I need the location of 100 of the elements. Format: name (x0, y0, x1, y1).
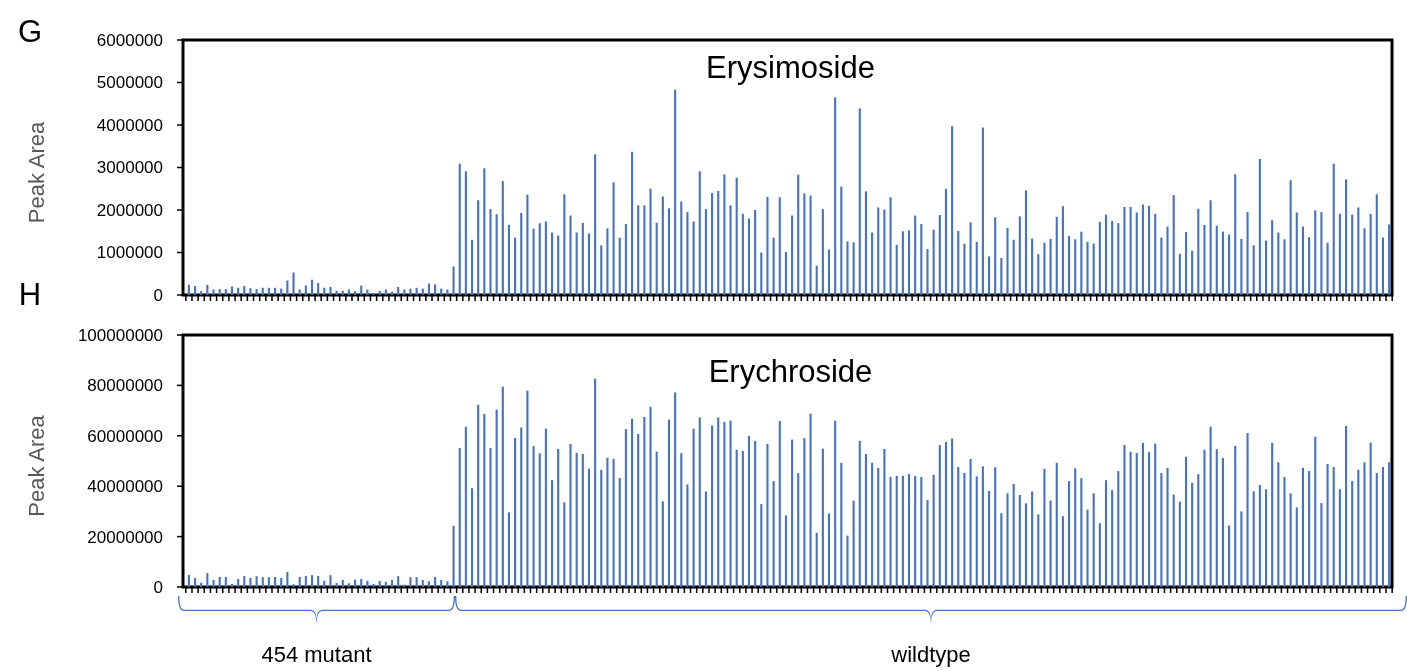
bar (212, 289, 215, 295)
bar (723, 421, 726, 587)
bar (637, 434, 640, 587)
bar (520, 427, 523, 587)
bar (526, 390, 529, 587)
bar (581, 453, 584, 587)
bar (711, 193, 714, 295)
bar (1123, 207, 1126, 295)
bar (1369, 442, 1372, 587)
bar (1055, 216, 1058, 295)
bar (230, 583, 234, 587)
bar (840, 462, 843, 587)
bar (1061, 516, 1064, 587)
y-axis-title: Peak Area (24, 414, 49, 517)
text: wildtype (890, 642, 971, 667)
bar (575, 232, 578, 295)
bar (569, 443, 572, 587)
bar (1283, 239, 1286, 295)
bar (477, 404, 480, 587)
bar (550, 480, 554, 587)
bar (606, 457, 609, 587)
bar (932, 474, 935, 587)
bar (735, 449, 738, 587)
bar (698, 417, 701, 587)
bar (877, 467, 880, 587)
bar (1037, 514, 1040, 587)
bar (877, 207, 880, 295)
bar (723, 174, 726, 295)
bar (415, 287, 418, 295)
bar (501, 181, 504, 295)
bar (631, 418, 634, 587)
bar (1024, 503, 1028, 587)
bar (883, 448, 886, 587)
bar (791, 215, 794, 295)
bar (600, 245, 603, 295)
bar (495, 409, 498, 587)
bar (1141, 442, 1144, 587)
bar (323, 287, 326, 295)
bar (1357, 469, 1360, 587)
bar (427, 283, 430, 295)
bar (317, 283, 320, 295)
bar (901, 231, 904, 295)
bar (1184, 232, 1188, 295)
bar (1314, 436, 1317, 587)
bar (747, 218, 751, 295)
bar (489, 447, 492, 587)
bar (372, 583, 375, 587)
bar (618, 237, 621, 295)
bar (834, 97, 837, 295)
bar (1154, 213, 1157, 295)
bar (261, 577, 264, 587)
bar (421, 579, 424, 587)
bar (1068, 235, 1071, 295)
bar (711, 425, 714, 587)
bar (587, 468, 591, 587)
bar (852, 500, 855, 587)
bar (1381, 467, 1384, 587)
bar (323, 580, 326, 587)
bar (329, 286, 332, 295)
bar (1363, 462, 1366, 587)
bar (969, 222, 972, 295)
y-tick-label: 60000000 (87, 426, 163, 446)
bar (1191, 250, 1194, 295)
bar (883, 209, 886, 295)
bar (1111, 221, 1114, 295)
bar (1074, 468, 1077, 587)
bar (994, 467, 997, 587)
bar (815, 265, 818, 295)
bar (446, 581, 449, 587)
bar (563, 502, 566, 587)
bar (569, 215, 572, 295)
bar (1320, 503, 1323, 587)
bar (840, 186, 843, 295)
bar (661, 196, 664, 295)
bar (981, 127, 984, 295)
bar (649, 406, 652, 587)
bar (963, 472, 966, 587)
y-tick-label: 6000000 (96, 30, 163, 50)
bar (1277, 232, 1280, 295)
bar (409, 577, 412, 587)
bar (347, 289, 350, 295)
bar (1326, 242, 1329, 295)
bar (286, 280, 289, 295)
bar (1203, 449, 1206, 587)
bar (1271, 442, 1274, 587)
bar (218, 576, 221, 587)
bar (587, 233, 591, 295)
bar (667, 419, 671, 587)
bar (944, 441, 947, 587)
bar (778, 197, 781, 295)
bar (1295, 212, 1298, 295)
bar (255, 289, 258, 295)
bar (1074, 239, 1077, 295)
bar (304, 575, 307, 587)
bar (1240, 511, 1243, 587)
bar (1129, 451, 1132, 587)
bar (526, 194, 529, 295)
bar (452, 525, 455, 587)
bar (1264, 489, 1268, 587)
bar (1320, 212, 1323, 295)
